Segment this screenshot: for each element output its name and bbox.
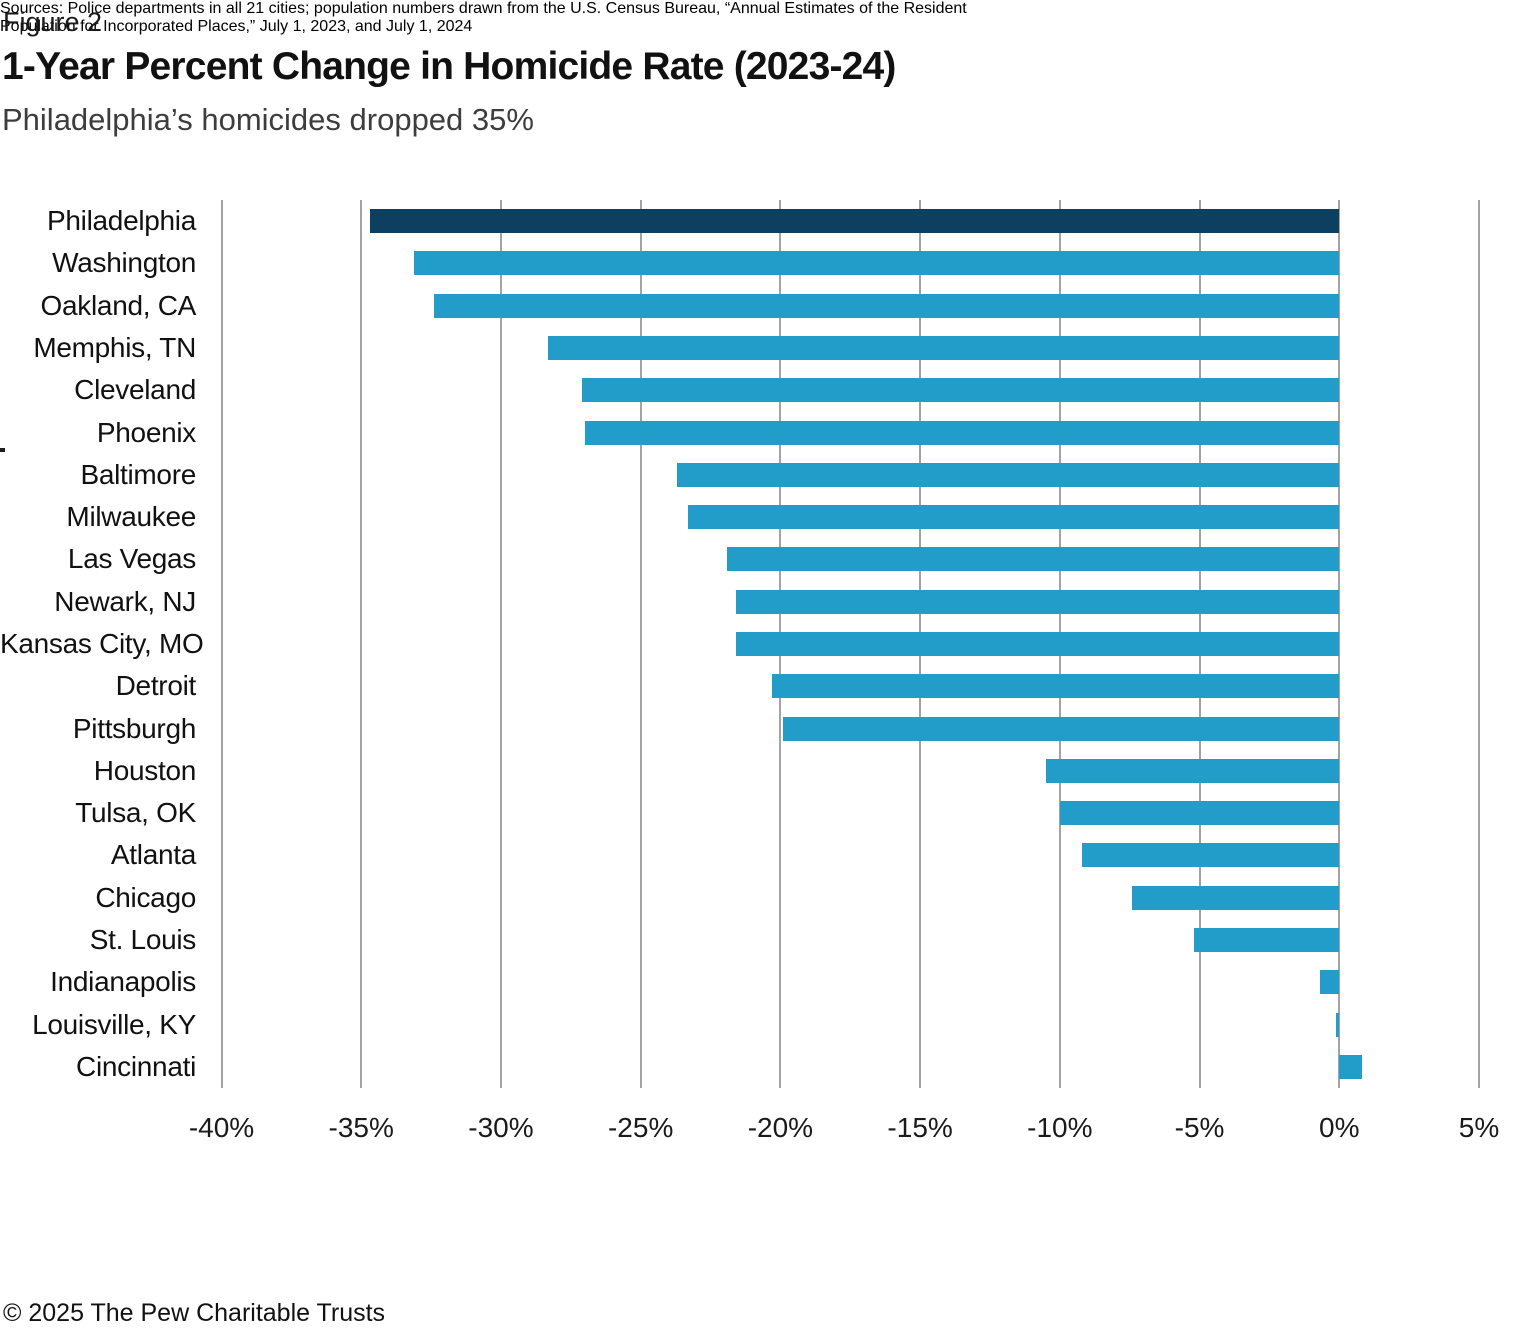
x-tick-label-5: -5% bbox=[1174, 1112, 1225, 1143]
city-label-houston: Houston bbox=[93, 754, 197, 786]
x-tick-label-40: -40% bbox=[188, 1112, 255, 1143]
city-label-phoenix: Phoenix bbox=[96, 416, 196, 448]
city-label-philadelphia: Philadelphia bbox=[47, 205, 196, 237]
bar-phoenix bbox=[584, 420, 1340, 445]
bar-chicago bbox=[1132, 885, 1340, 910]
city-label-kansas-city-mo: Kansas City, MO bbox=[0, 628, 204, 659]
bar-louisville-ky bbox=[1336, 1012, 1340, 1037]
city-label-detroit: Detroit bbox=[115, 670, 197, 702]
chart-title: 1-Year Percent Change in Homicide Rate (… bbox=[2, 45, 896, 88]
bar-philadelphia bbox=[369, 209, 1340, 234]
city-label-indianapolis: Indianapolis bbox=[50, 966, 196, 998]
gridline-0 bbox=[1338, 200, 1341, 1088]
gridline-5 bbox=[1478, 200, 1480, 1088]
bar-milwaukee bbox=[688, 505, 1340, 530]
sources-note-line1: Sources: Police departments in all 21 ci… bbox=[0, 0, 967, 17]
x-tick-label-10: -10% bbox=[1027, 1112, 1093, 1143]
bar-memphis-tn bbox=[548, 336, 1340, 360]
x-tick-label-15: -15% bbox=[887, 1112, 953, 1143]
bar-newark-nj bbox=[735, 589, 1340, 614]
bar-houston bbox=[1045, 758, 1340, 783]
bar-oakland-ca bbox=[433, 293, 1340, 318]
city-label-baltimore: Baltimore bbox=[80, 458, 196, 490]
chart-subtitle: Philadelphia’s homicides dropped 35% bbox=[2, 102, 534, 137]
city-label-las-vegas: Las Vegas bbox=[67, 543, 196, 575]
x-tick-label-30: -30% bbox=[468, 1112, 534, 1143]
city-label-cincinnati: Cincinnati bbox=[76, 1050, 196, 1082]
gridline-35 bbox=[360, 200, 363, 1088]
bar-atlanta bbox=[1082, 843, 1340, 868]
city-label-louisville-ky: Louisville, KY bbox=[32, 1008, 196, 1040]
bar-kansas-city-mo bbox=[735, 632, 1340, 656]
x-tick-label-5: 5% bbox=[1458, 1112, 1500, 1143]
copyright-note: © 2025 The Pew Charitable Trusts bbox=[3, 1299, 386, 1327]
cropped-axis-label-artifact bbox=[0, 448, 5, 452]
city-label-newark-nj: Newark, NJ bbox=[54, 585, 196, 617]
figure-label: Figure 2 bbox=[3, 7, 103, 37]
city-label-tulsa-ok: Tulsa, OK bbox=[75, 797, 196, 829]
city-label-memphis-tn: Memphis, TN bbox=[33, 332, 196, 363]
x-tick-label-20: -20% bbox=[747, 1112, 814, 1143]
bar-tulsa-ok bbox=[1059, 801, 1340, 826]
bar-pittsburgh bbox=[783, 716, 1340, 741]
city-label-milwaukee: Milwaukee bbox=[66, 501, 196, 533]
gridline-40 bbox=[220, 200, 223, 1088]
bar-chart-plot-area: -40% -35% -30% -25% -20% -15% -10% -5% 0% 5% Phila… bbox=[0, 200, 1500, 1143]
bar-las-vegas bbox=[727, 547, 1340, 572]
x-tick-label-35: -35% bbox=[328, 1112, 394, 1143]
bar-detroit bbox=[772, 674, 1340, 699]
city-label-atlanta: Atlanta bbox=[110, 839, 196, 871]
city-label-st-louis: St. Louis bbox=[89, 924, 197, 955]
bar-cincinnati bbox=[1339, 1054, 1362, 1079]
bar-st-louis bbox=[1193, 928, 1340, 952]
city-label-cleveland: Cleveland bbox=[74, 374, 196, 406]
bar-baltimore bbox=[676, 462, 1340, 487]
gridline-25 bbox=[639, 200, 642, 1088]
city-label-chicago: Chicago bbox=[95, 881, 196, 913]
city-label-oakland-ca: Oakland, CA bbox=[40, 289, 197, 321]
x-tick-label-0: 0% bbox=[1319, 1112, 1360, 1143]
city-label-pittsburgh: Pittsburgh bbox=[72, 712, 196, 744]
x-tick-label-25: -25% bbox=[607, 1112, 674, 1143]
bar-indianapolis bbox=[1319, 970, 1340, 995]
sources-note-line2: Population for Incorporated Places,” Jul… bbox=[0, 18, 473, 35]
bar-cleveland bbox=[581, 378, 1340, 403]
bar-washington bbox=[414, 251, 1340, 276]
city-label-washington: Washington bbox=[52, 247, 196, 279]
gridline-30 bbox=[499, 200, 502, 1088]
